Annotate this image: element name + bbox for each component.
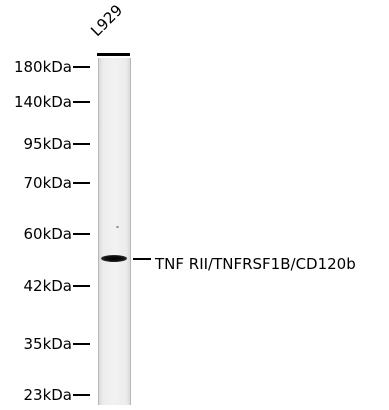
marker-140kda: 140kDa: [0, 93, 92, 111]
marker-95kda: 95kDa: [0, 135, 92, 153]
marker-label: 42kDa: [23, 277, 72, 295]
marker-tick: [73, 343, 90, 345]
marker-label: 95kDa: [23, 135, 72, 153]
marker-label: 180kDa: [13, 58, 72, 76]
marker-tick: [73, 182, 90, 184]
lane-bar: [97, 53, 130, 56]
marker-tick: [73, 285, 90, 287]
marker-tick: [73, 394, 90, 396]
marker-label: 140kDa: [13, 93, 72, 111]
marker-tick: [73, 233, 90, 235]
marker-label: 60kDa: [23, 225, 72, 243]
band-pointer-tick: [133, 258, 151, 260]
marker-70kda: 70kDa: [0, 174, 92, 192]
marker-35kda: 35kDa: [0, 335, 92, 353]
band-label: TNF RII/TNFRSF1B/CD120b: [155, 255, 356, 273]
blot-speck: [116, 226, 119, 228]
marker-label: 23kDa: [23, 386, 72, 404]
marker-label: 70kDa: [23, 174, 72, 192]
marker-180kda: 180kDa: [0, 58, 92, 76]
blot-lane: [98, 58, 131, 405]
marker-tick: [73, 66, 90, 68]
marker-tick: [73, 143, 90, 145]
marker-label: 35kDa: [23, 335, 72, 353]
marker-42kda: 42kDa: [0, 277, 92, 295]
marker-23kda: 23kDa: [0, 386, 92, 404]
marker-60kda: 60kDa: [0, 225, 92, 243]
lane-label: L929: [87, 1, 127, 40]
protein-band: [101, 255, 127, 262]
marker-tick: [73, 101, 90, 103]
